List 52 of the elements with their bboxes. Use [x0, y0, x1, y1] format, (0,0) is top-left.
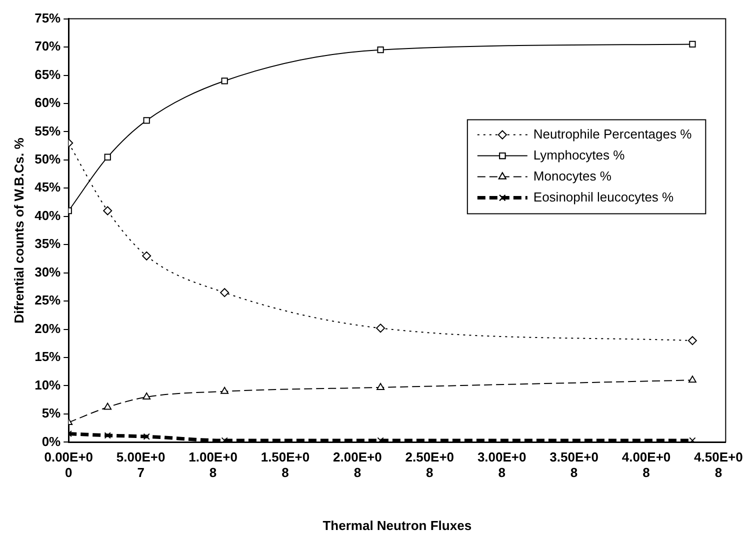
y-tick-label: 20%	[34, 320, 62, 336]
point	[220, 288, 230, 298]
y-tick-label: 5%	[42, 406, 62, 421]
x-tick-label: 4.50E+08	[694, 450, 743, 480]
x-axis-title: Thermal Neutron Fluxes	[322, 518, 472, 533]
point	[142, 251, 152, 260]
point	[377, 437, 384, 442]
y-tick-label: 35%	[34, 236, 62, 252]
point	[143, 433, 150, 440]
x-tick-label: 0.00E+00	[44, 450, 94, 480]
y-tick-label: 40%	[34, 208, 62, 223]
legend-label: Lymphocytes %	[533, 147, 626, 162]
x-tick-label: 4.00E+08	[622, 450, 671, 480]
legend-label: Eosinophil leucocytes %	[533, 189, 674, 204]
y-tick-label: 10%	[34, 377, 62, 392]
point	[104, 402, 112, 410]
point	[104, 154, 111, 160]
point	[688, 376, 696, 383]
point	[689, 40, 696, 48]
point	[377, 46, 384, 54]
x-tick-label: 2.00E+08	[333, 450, 382, 480]
y-tick-label: 15%	[34, 349, 62, 364]
x-tick-label: 3.50E+08	[550, 450, 598, 480]
y-tick-label: 25%	[34, 292, 62, 308]
legend-label: Neutrophile Percentages %	[533, 126, 692, 142]
point	[221, 437, 228, 442]
y-tick-label: 0%	[42, 434, 62, 449]
y-tick-label: 55%	[34, 123, 62, 138]
x-tick-label: 2.50E+08	[405, 450, 454, 480]
point	[689, 437, 696, 442]
point	[688, 336, 697, 346]
point	[220, 386, 229, 394]
y-tick-label: 70%	[34, 38, 62, 54]
y-tick-label: 60%	[34, 95, 62, 110]
point	[376, 382, 384, 390]
point	[142, 392, 151, 400]
point	[143, 117, 150, 124]
y-tick-label: 45%	[34, 180, 62, 195]
y-tick-label: 50%	[34, 152, 62, 167]
y-tick-label: 30%	[34, 264, 62, 280]
y-axis-title: Difrential counts of W.B.Cs. %	[11, 137, 26, 324]
point	[104, 432, 111, 439]
x-tick-label: 1.50E+08	[260, 450, 310, 480]
x-tick-label: 3.00E+08	[477, 450, 526, 480]
x-tick-label: 1.00E+08	[188, 450, 238, 480]
point	[103, 206, 112, 216]
y-tick-label: 75%	[34, 10, 62, 26]
x-tick-label: 5.00E+07	[116, 450, 166, 480]
point	[221, 78, 228, 84]
y-tick-label: 65%	[34, 66, 62, 82]
point	[376, 324, 386, 333]
legend-label: Monocytes %	[533, 168, 612, 184]
